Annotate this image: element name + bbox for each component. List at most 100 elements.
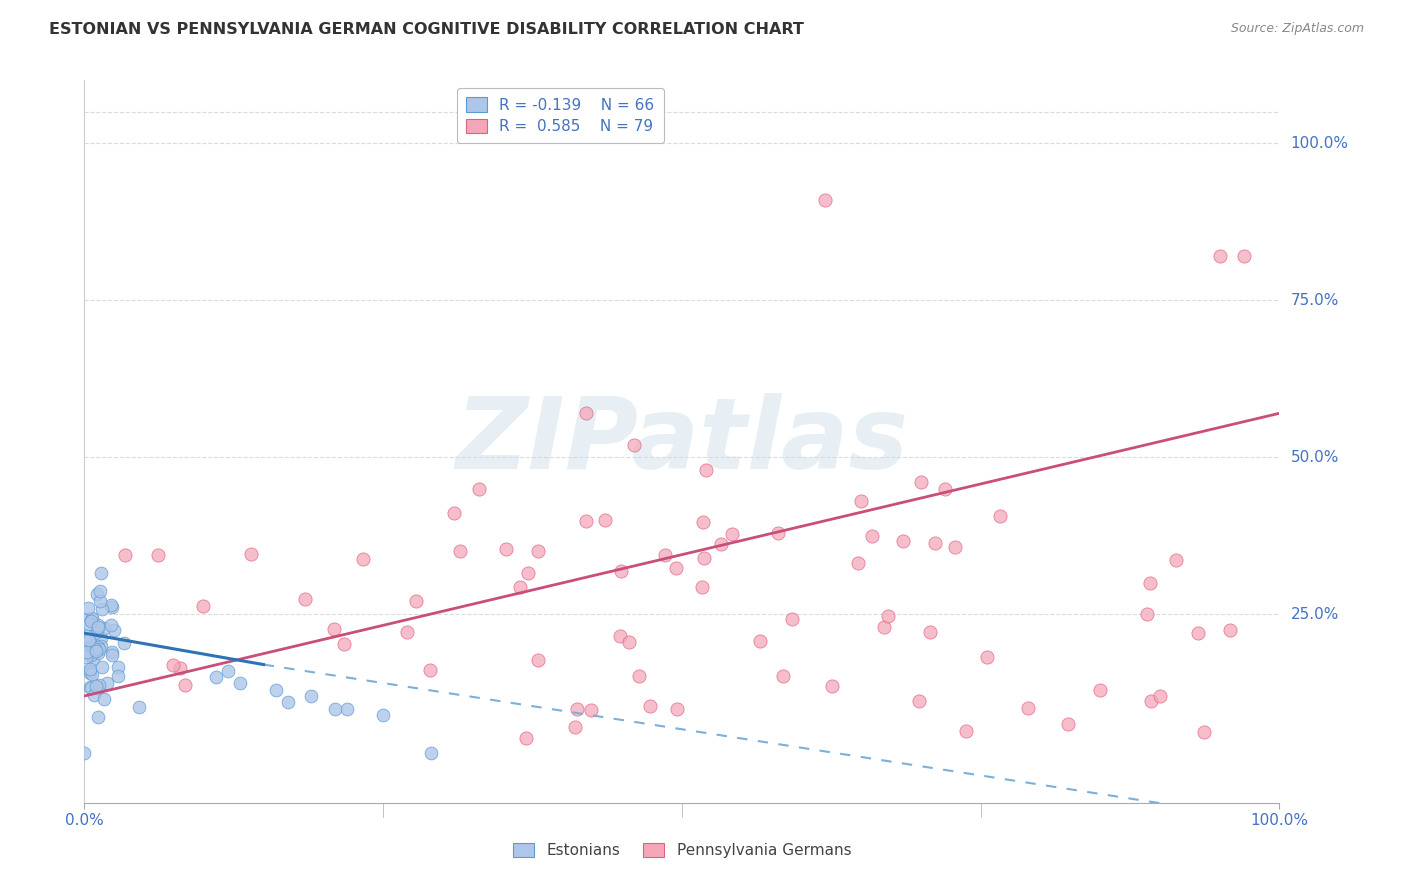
Point <box>162 657 184 672</box>
Point <box>100 599 122 613</box>
Point <box>87 640 110 654</box>
Point <box>114 548 136 562</box>
Point <box>575 514 598 528</box>
Point <box>848 556 870 570</box>
Point <box>82 652 104 666</box>
Point <box>86 624 108 638</box>
Point <box>87 618 110 632</box>
Point <box>322 623 344 637</box>
Point <box>77 632 100 647</box>
Point <box>83 642 105 657</box>
Point <box>332 636 354 650</box>
Point <box>86 587 108 601</box>
Point <box>443 506 465 520</box>
Point <box>873 620 896 634</box>
Point <box>627 668 650 682</box>
Point <box>955 723 977 738</box>
Point <box>1219 623 1241 637</box>
Point <box>575 406 598 420</box>
Point <box>87 710 110 724</box>
Point <box>821 680 844 694</box>
Point <box>80 648 103 662</box>
Point <box>77 648 100 662</box>
Point <box>87 681 110 695</box>
Point <box>666 702 689 716</box>
Point <box>766 525 789 540</box>
Point <box>877 609 900 624</box>
Point <box>1149 689 1171 703</box>
Point <box>420 746 443 760</box>
Point <box>396 625 419 640</box>
Point <box>239 547 262 561</box>
Point <box>579 703 602 717</box>
Point <box>112 636 135 650</box>
Point <box>146 548 169 562</box>
Text: 75.0%: 75.0% <box>1291 293 1339 308</box>
Point <box>173 678 195 692</box>
Point <box>80 681 103 696</box>
Point <box>107 669 129 683</box>
Point <box>100 618 122 632</box>
Point <box>695 463 717 477</box>
Point <box>1017 701 1039 715</box>
Point <box>79 663 101 677</box>
Point <box>468 482 491 496</box>
Point <box>517 566 540 581</box>
Legend: Estonians, Pennsylvania Germans: Estonians, Pennsylvania Germans <box>503 833 860 867</box>
Point <box>814 193 837 207</box>
Point <box>527 544 550 558</box>
Point <box>89 584 111 599</box>
Point <box>217 664 239 678</box>
Point <box>89 642 111 657</box>
Point <box>665 560 688 574</box>
Point <box>91 659 114 673</box>
Point <box>709 537 731 551</box>
Point <box>77 601 100 615</box>
Point <box>193 599 215 614</box>
Point <box>1136 607 1159 621</box>
Point <box>93 692 115 706</box>
Point <box>945 541 967 555</box>
Point <box>1233 249 1256 263</box>
Point <box>782 611 804 625</box>
Point <box>90 632 112 646</box>
Point <box>654 548 676 562</box>
Point <box>593 513 616 527</box>
Point <box>87 646 110 660</box>
Point <box>495 542 517 557</box>
Point <box>80 612 103 626</box>
Point <box>107 660 129 674</box>
Point <box>301 689 323 703</box>
Point <box>76 629 98 643</box>
Point <box>617 635 640 649</box>
Point <box>169 661 191 675</box>
Point <box>449 544 471 558</box>
Point <box>610 564 633 578</box>
Point <box>934 482 956 496</box>
Point <box>352 552 374 566</box>
Text: ZIPatlas: ZIPatlas <box>456 393 908 490</box>
Text: 50.0%: 50.0% <box>1291 450 1339 465</box>
Point <box>205 670 228 684</box>
Point <box>84 679 107 693</box>
Point <box>80 666 103 681</box>
Point <box>128 700 150 714</box>
Point <box>294 591 316 606</box>
Point <box>1139 694 1161 708</box>
Point <box>336 701 359 715</box>
Point <box>76 612 98 626</box>
Point <box>623 438 645 452</box>
Point <box>101 648 124 662</box>
Point <box>87 619 110 633</box>
Point <box>82 640 104 655</box>
Point <box>84 643 107 657</box>
Point <box>515 731 537 746</box>
Point <box>101 600 124 615</box>
Point <box>976 650 998 665</box>
Point <box>1209 249 1232 263</box>
Point <box>638 698 661 713</box>
Point <box>264 682 287 697</box>
Point <box>90 640 112 654</box>
Point <box>721 526 744 541</box>
Point <box>1164 553 1187 567</box>
